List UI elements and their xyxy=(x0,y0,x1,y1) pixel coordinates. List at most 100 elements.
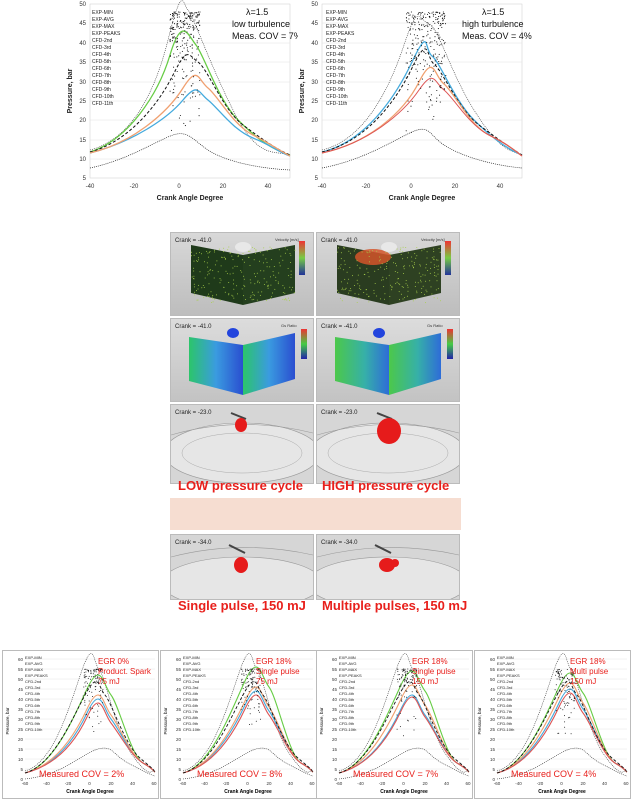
annotation-line: Single pulse xyxy=(412,667,456,676)
legend-item: CFD-10th xyxy=(339,727,357,732)
legend-item: CFD-3rd xyxy=(92,45,112,51)
annotation-line: 150 mJ xyxy=(412,677,439,686)
legend-item: EXP-MAX xyxy=(497,667,516,672)
y-tick-label: 30 xyxy=(18,717,24,722)
measured-cov-label: Measured COV = 2% xyxy=(39,769,125,779)
y-tick-label: 0 xyxy=(492,777,495,782)
x-tick-label: 60 xyxy=(151,781,157,786)
svg-text:30: 30 xyxy=(79,80,86,86)
legend-item: CFD-5th xyxy=(497,697,513,702)
svg-text:40: 40 xyxy=(497,184,504,190)
cfd-velocity-low: Crank = -41.0 Velocity [m/s] xyxy=(170,232,314,316)
y-tick-label: 60 xyxy=(490,657,496,662)
x-tick-label: 40 xyxy=(444,781,450,786)
svg-text:-20: -20 xyxy=(362,184,371,190)
legend-item: EXP-MAX xyxy=(25,667,44,672)
legend-item: CFD-10th xyxy=(183,727,201,732)
legend-item: CFD-6th xyxy=(25,703,41,708)
bottom-ylabel: Pressure, bar xyxy=(5,707,10,735)
bottom-chart-2: 0 5 10 15 20 25 30 35 40 45 50 55 60 -60 -40 -20 0 20 40 60… xyxy=(160,650,317,799)
svg-text:-20: -20 xyxy=(130,184,139,190)
svg-text:Gs Ratio: Gs Ratio xyxy=(427,323,443,328)
legend-item: CFD-8th xyxy=(339,715,355,720)
annotation-line: 75 mJ xyxy=(256,677,278,686)
bottom-annotation: EGR 18% Single pulse 150 mJ xyxy=(412,657,456,687)
legend-item: CFD-6th xyxy=(339,703,355,708)
svg-text:10: 10 xyxy=(79,157,86,163)
x-tick-label: -60 xyxy=(180,781,187,786)
y-tick-label: 50 xyxy=(490,677,496,682)
cfd-flame-high: Crank = -23.0 xyxy=(316,404,460,484)
x-tick-label: 20 xyxy=(266,781,272,786)
y-tick-label: 30 xyxy=(332,717,338,722)
svg-text:Velocity [m/s]: Velocity [m/s] xyxy=(275,237,299,242)
bottom-legend: EXP-MIN EXP-AVG EXP-MAX EXP-PEAKS CFD-2nd CFD… xyxy=(339,655,362,733)
legend-item: EXP-AVG xyxy=(25,661,43,666)
x-tick-label: 60 xyxy=(623,781,629,786)
svg-text:Crank = -41.0: Crank = -41.0 xyxy=(175,238,212,244)
y-tick-label: 20 xyxy=(490,737,496,742)
x-tick-label: 60 xyxy=(465,781,471,786)
y-tick-label: 30 xyxy=(490,717,496,722)
annotation-line: Multi pulse xyxy=(570,667,609,676)
x-tick-label: 60 xyxy=(309,781,315,786)
y-tick-label: 30 xyxy=(176,717,182,722)
y-tick-label: 55 xyxy=(490,667,496,672)
svg-text:0: 0 xyxy=(409,184,413,190)
legend-item: EXP-PEAKS xyxy=(92,31,121,37)
legend-item: CFD-4th xyxy=(92,52,111,58)
x-tick-label: 40 xyxy=(130,781,136,786)
legend-item: CFD-9th xyxy=(497,721,513,726)
legend-item: CFD-8th xyxy=(183,715,199,720)
svg-text:0: 0 xyxy=(177,184,181,190)
legend-item: EXP-PEAKS xyxy=(339,673,362,678)
y-tick-label: 50 xyxy=(176,677,182,682)
y-tick-label: 60 xyxy=(332,657,338,662)
y-tick-label: 0 xyxy=(20,777,23,782)
legend-item: EXP-MIN xyxy=(92,10,113,16)
annotation-line: Single pulse xyxy=(256,667,300,676)
exp-max-curve xyxy=(89,0,291,156)
svg-text:50: 50 xyxy=(79,2,86,8)
y-tick-label: 10 xyxy=(490,757,496,762)
y-tick-label: 40 xyxy=(490,697,496,702)
cfd-multi-pulse: Crank = -34.0 xyxy=(316,534,460,600)
top-left-ylabel: Pressure, bar xyxy=(67,68,74,113)
y-tick-label: 35 xyxy=(176,707,182,712)
legend-item: CFD-7th xyxy=(92,73,111,79)
bottom-chart-1: 0 5 10 15 20 25 30 35 40 45 50 55 60 -60 -40 -20 0 20 40 60… xyxy=(2,650,159,799)
legend-item: CFD-4th xyxy=(339,691,355,696)
y-tick-label: 15 xyxy=(176,747,182,752)
svg-text:Crank = -41.0: Crank = -41.0 xyxy=(321,238,358,244)
svg-text:20: 20 xyxy=(311,118,318,124)
x-tick-label: 0 xyxy=(560,781,563,786)
y-tick-label: 20 xyxy=(332,737,338,742)
bottom-xlabel: Crank Angle Degree xyxy=(224,789,272,795)
legend-item: CFD-10th xyxy=(25,727,43,732)
y-tick-label: 55 xyxy=(332,667,338,672)
annotation-line: 150 mJ xyxy=(570,677,597,686)
y-tick-label: 45 xyxy=(176,687,182,692)
svg-text:5: 5 xyxy=(83,176,87,182)
legend-item: CFD-2nd xyxy=(339,679,356,684)
bottom-xlabel: Crank Angle Degree xyxy=(538,789,586,795)
cfd-orange-curve xyxy=(89,74,291,157)
legend-item: CFD-5th xyxy=(25,697,41,702)
x-tick-label: 40 xyxy=(288,781,294,786)
annotation-line: EGR 18% xyxy=(412,657,448,666)
y-tick-label: 0 xyxy=(178,777,181,782)
legend-item: CFD-8th xyxy=(497,715,513,720)
x-tick-label: -60 xyxy=(22,781,29,786)
svg-text:20: 20 xyxy=(79,118,86,124)
legend-item: EXP-MIN xyxy=(497,655,514,660)
legend-item: CFD-8th xyxy=(92,80,111,86)
svg-text:25: 25 xyxy=(311,99,318,105)
bottom-xlabel: Crank Angle Degree xyxy=(380,789,428,795)
legend-item: CFD-7th xyxy=(339,709,355,714)
top-right-xlabel: Crank Angle Degree xyxy=(389,195,456,202)
legend-item: EXP-MAX xyxy=(92,24,115,30)
y-tick-label: 20 xyxy=(18,737,24,742)
svg-text:Crank = -41.0: Crank = -41.0 xyxy=(175,324,212,330)
y-tick-label: 60 xyxy=(176,657,182,662)
svg-text:15: 15 xyxy=(311,138,318,144)
